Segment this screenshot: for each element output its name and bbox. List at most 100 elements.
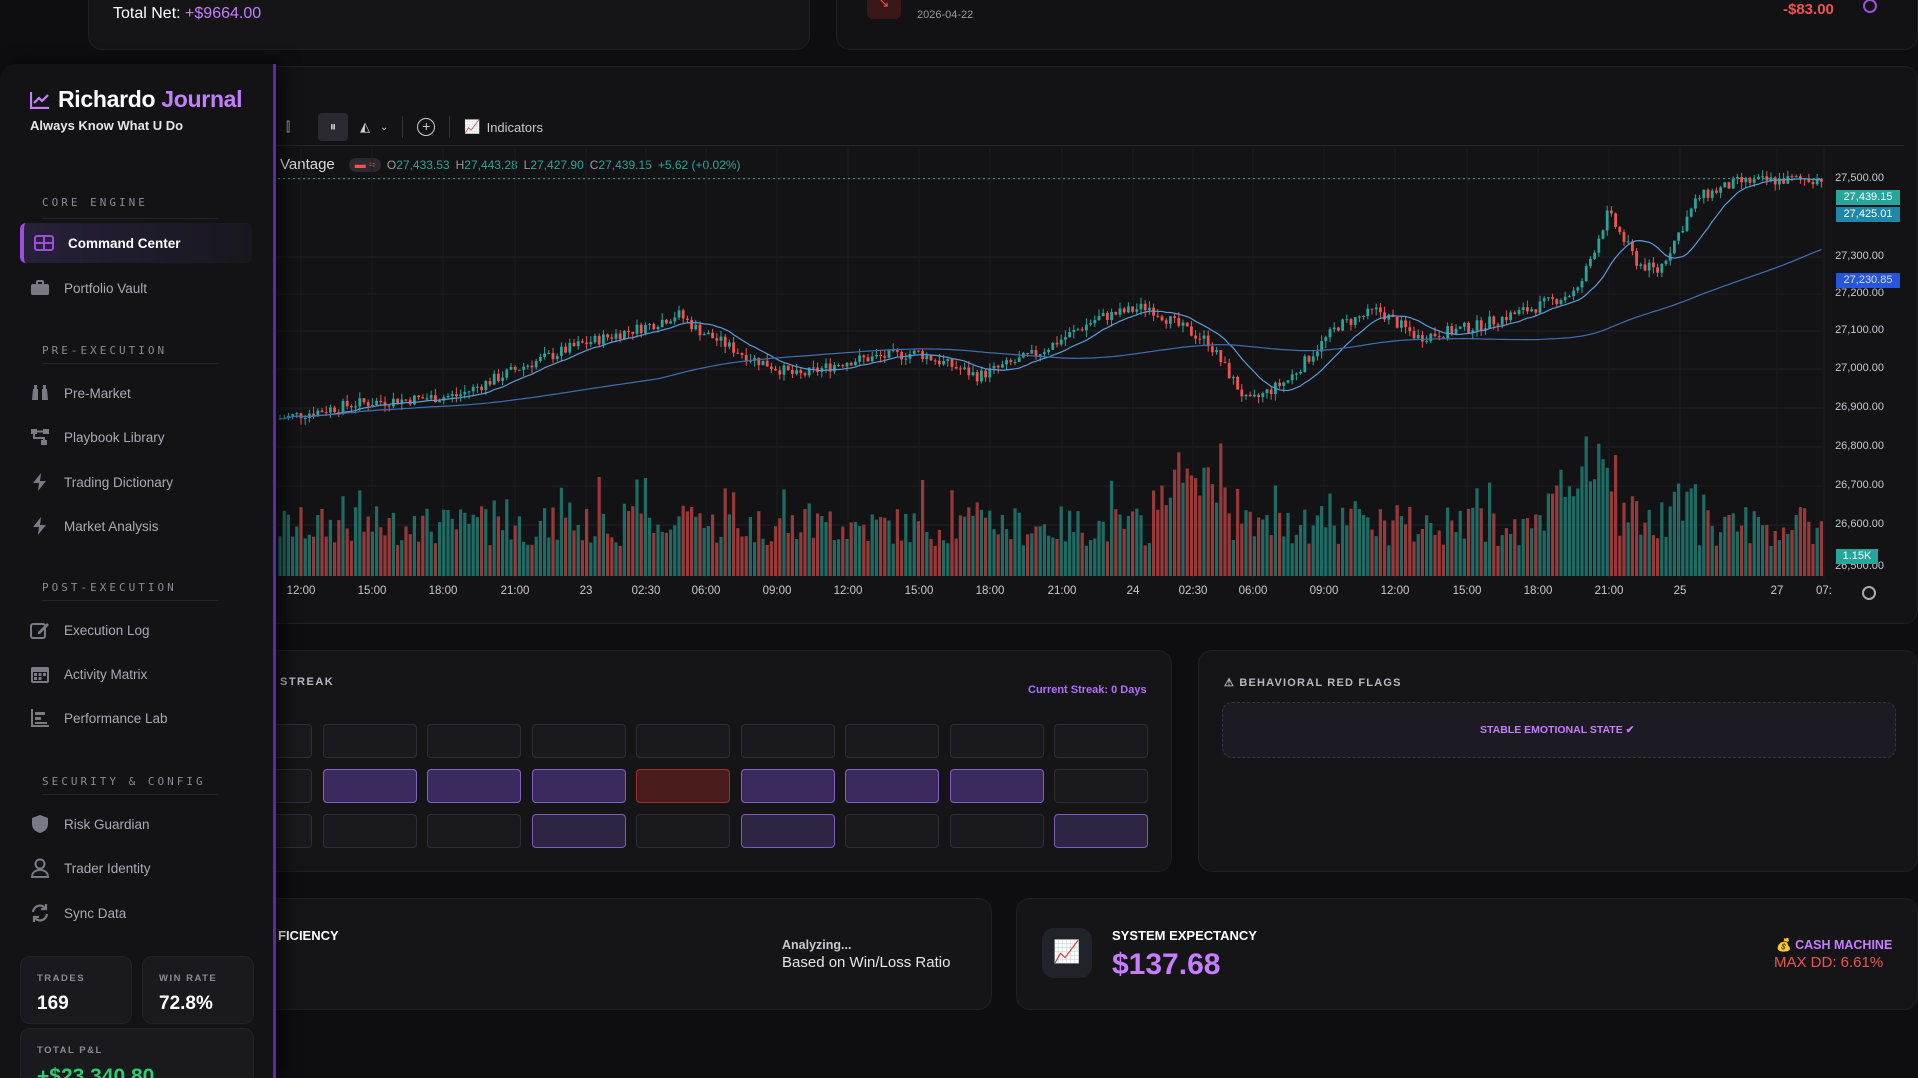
nav-pre-market[interactable]: Pre-Market bbox=[20, 373, 252, 413]
candle-body bbox=[610, 337, 614, 339]
brand[interactable]: Richardo Journal bbox=[30, 86, 243, 113]
candle-body bbox=[1530, 309, 1533, 312]
candle-body bbox=[963, 367, 966, 370]
nav-execution-log[interactable]: Execution Log bbox=[20, 610, 252, 650]
streak-cell[interactable] bbox=[427, 769, 521, 803]
efficiency-note: Based on Win/Loss Ratio bbox=[782, 954, 951, 971]
volume-bar bbox=[975, 502, 979, 576]
settings-icon[interactable] bbox=[1862, 586, 1876, 600]
trades-stat: TRADES 169 bbox=[20, 956, 132, 1024]
volume-bar bbox=[866, 541, 870, 576]
candle-body bbox=[1206, 335, 1210, 347]
nav-risk-guardian[interactable]: Risk Guardian bbox=[20, 804, 252, 844]
nav-performance-lab[interactable]: Performance Lab bbox=[20, 698, 252, 738]
volume-bar bbox=[1420, 529, 1424, 576]
sync-icon bbox=[31, 904, 49, 922]
volume-bar bbox=[589, 542, 593, 576]
streak-cell[interactable] bbox=[949, 814, 1044, 848]
streak-cell[interactable] bbox=[1054, 724, 1148, 758]
trade-amount: -$83.00 bbox=[1783, 1, 1834, 18]
streak-cell[interactable] bbox=[636, 814, 730, 848]
candle-body bbox=[1122, 308, 1126, 313]
recent-trade-card[interactable]: ↘ 2026-04-22 -$83.00 bbox=[836, 0, 1918, 50]
candle-body bbox=[644, 324, 647, 334]
streak-cell[interactable] bbox=[427, 814, 521, 848]
streak-cell[interactable] bbox=[740, 769, 835, 803]
candle-body bbox=[1034, 350, 1038, 357]
candle-body bbox=[614, 333, 618, 339]
candlestick-plot[interactable] bbox=[278, 148, 1830, 580]
streak-cell[interactable] bbox=[531, 814, 626, 848]
candle-body bbox=[702, 334, 706, 336]
streak-cell[interactable] bbox=[740, 814, 835, 848]
bar-style-icon[interactable]: ⫿ bbox=[286, 119, 291, 134]
price-tick: 27,100.00 bbox=[1835, 324, 1884, 336]
volume-bar bbox=[652, 532, 656, 576]
volume-bar bbox=[1034, 526, 1038, 576]
time-tick: 06:00 bbox=[691, 585, 721, 597]
streak-cell[interactable] bbox=[740, 724, 835, 758]
streak-cell[interactable] bbox=[636, 769, 730, 803]
volume-bar bbox=[933, 545, 937, 576]
winrate-label: WIN RATE bbox=[159, 973, 218, 984]
candle-body bbox=[1383, 312, 1386, 320]
candle-style-icon[interactable]: ⏸ bbox=[318, 113, 348, 141]
streak-cell[interactable] bbox=[322, 769, 417, 803]
nav-trading-dictionary[interactable]: Trading Dictionary bbox=[20, 462, 252, 502]
volume-bar bbox=[555, 539, 559, 576]
indicators-button[interactable]: Indicators bbox=[486, 119, 543, 135]
streak-cell[interactable] bbox=[1054, 814, 1148, 848]
candle-body bbox=[967, 367, 971, 376]
candle-body bbox=[564, 346, 567, 353]
streak-cell[interactable] bbox=[322, 814, 417, 848]
streak-cell[interactable] bbox=[531, 769, 626, 803]
add-compare-icon[interactable]: + bbox=[417, 118, 436, 136]
streak-cell[interactable] bbox=[1054, 769, 1148, 803]
candle-body bbox=[673, 317, 677, 322]
volume-bar bbox=[475, 517, 479, 576]
indicators-icon[interactable]: 📈 bbox=[464, 119, 481, 134]
streak-cell[interactable] bbox=[845, 769, 939, 803]
volume-bar bbox=[543, 508, 547, 576]
streak-cell[interactable] bbox=[322, 724, 417, 758]
streak-cell[interactable] bbox=[845, 814, 939, 848]
candle-body bbox=[1059, 339, 1063, 345]
volume-bar bbox=[1656, 538, 1660, 576]
streak-cell[interactable] bbox=[531, 724, 626, 758]
volume-bar bbox=[1588, 481, 1592, 576]
area-style-icon[interactable]: ◭ bbox=[360, 119, 370, 134]
volume-bar bbox=[1803, 508, 1807, 576]
nav-portfolio-vault[interactable]: Portfolio Vault bbox=[20, 268, 252, 308]
candle-body bbox=[1009, 360, 1013, 363]
streak-cell[interactable] bbox=[949, 724, 1044, 758]
nav-trader-identity[interactable]: Trader Identity bbox=[20, 848, 252, 888]
volume-bar bbox=[606, 533, 610, 576]
volume-bar bbox=[1047, 535, 1051, 576]
streak-cell[interactable] bbox=[636, 724, 730, 758]
current-streak: Current Streak: 0 Days bbox=[1028, 684, 1147, 696]
streak-cell[interactable] bbox=[949, 769, 1044, 803]
ohlc-close: 27,439.15 bbox=[598, 157, 652, 172]
candle-body bbox=[400, 399, 404, 405]
nav-playbook-library[interactable]: Playbook Library bbox=[20, 417, 252, 457]
candle-body bbox=[492, 373, 496, 385]
volume-bar bbox=[1475, 488, 1479, 576]
chevron-down-icon[interactable]: ⌄ bbox=[380, 121, 389, 133]
volume-bar bbox=[366, 516, 370, 576]
nav-sync-data[interactable]: Sync Data bbox=[20, 893, 252, 933]
nav-market-analysis[interactable]: Market Analysis bbox=[20, 506, 252, 546]
volume-bar bbox=[1416, 533, 1420, 576]
volume-bar bbox=[895, 509, 899, 576]
legend-toggle[interactable]: ▬ ≈ bbox=[348, 157, 381, 172]
volume-bar bbox=[1534, 514, 1538, 576]
volume-bar bbox=[879, 517, 883, 576]
volume-bar bbox=[1366, 517, 1370, 576]
streak-cell[interactable] bbox=[427, 724, 521, 758]
candle-body bbox=[799, 370, 803, 374]
candle-body bbox=[681, 310, 685, 319]
nav-activity-matrix[interactable]: Activity Matrix bbox=[20, 654, 252, 694]
nav-command-center[interactable]: Command Center bbox=[20, 223, 252, 263]
streak-cell[interactable] bbox=[845, 724, 939, 758]
view-icon[interactable] bbox=[1863, 0, 1877, 13]
candle-body bbox=[1727, 182, 1731, 189]
